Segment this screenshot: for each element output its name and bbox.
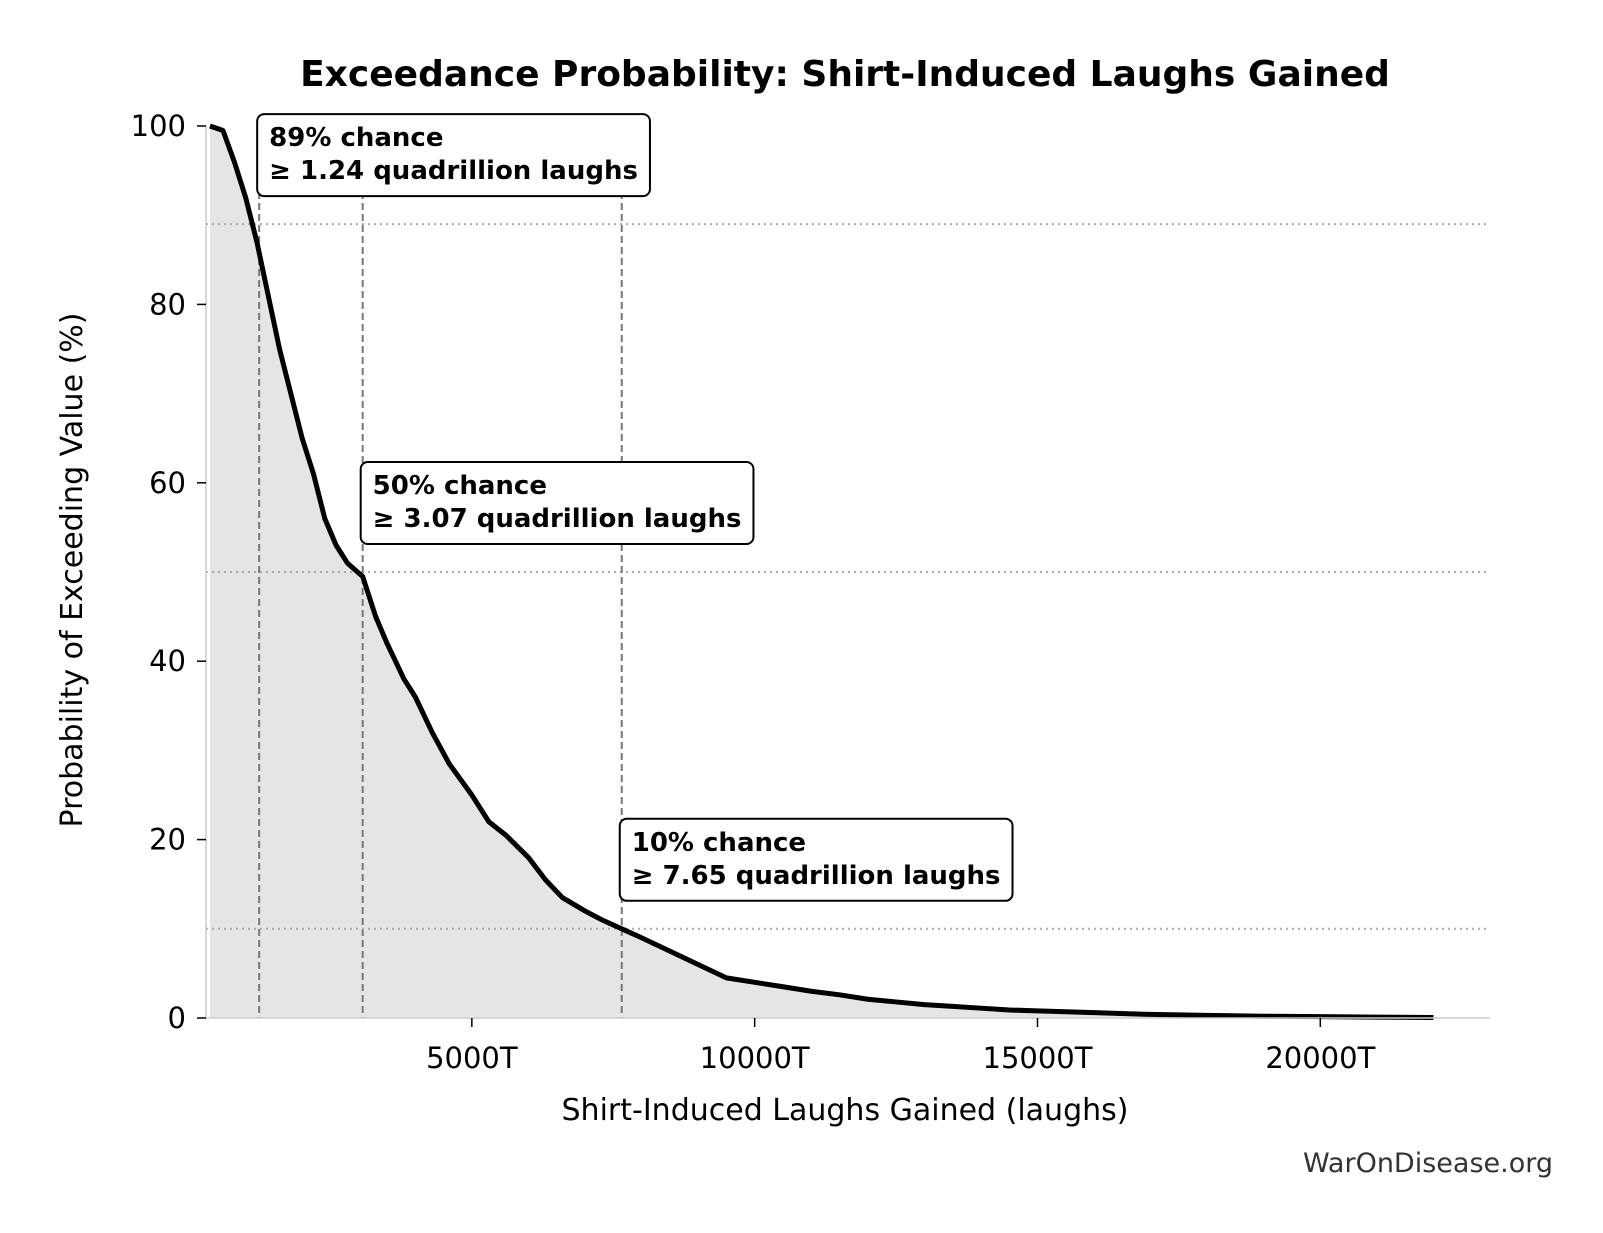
annotation-line-1: 10% chance <box>632 828 806 858</box>
x-axis-label: Shirt-Induced Laughs Gained (laughs) <box>562 1093 1129 1128</box>
x-tick-label: 5000T <box>426 1041 518 1075</box>
annotation-line-2: ≥ 1.24 quadrillion laughs <box>269 156 638 186</box>
y-tick-label: 80 <box>149 287 186 321</box>
y-tick-label: 40 <box>149 644 186 678</box>
annotation-line-1: 50% chance <box>373 471 547 501</box>
y-tick-label: 100 <box>131 109 186 143</box>
annotation-line-2: ≥ 7.65 quadrillion laughs <box>632 861 1001 891</box>
annotation-box <box>618 817 1014 902</box>
annotation-line-1: 89% chance <box>269 123 443 153</box>
plot-area: 0 20 40 60 80 100 5000T 10000T 15000T 20000T 89% c… <box>131 109 1490 1075</box>
watermark: WarOnDisease.org <box>1303 1148 1553 1179</box>
y-tick-label: 20 <box>149 823 186 857</box>
annotation-line-2: ≥ 3.07 quadrillion laughs <box>373 504 742 534</box>
x-tick-label: 20000T <box>1265 1041 1375 1075</box>
x-tick-label: 15000T <box>983 1041 1093 1075</box>
y-axis-label: Probability of Exceeding Value (%) <box>55 313 90 828</box>
annotation-box <box>256 113 651 198</box>
annotation-box <box>359 461 755 545</box>
x-tick-label: 10000T <box>700 1041 810 1075</box>
y-tick-label: 60 <box>149 466 186 500</box>
chart-title: Exceedance Probability: Shirt-Induced La… <box>300 54 1390 95</box>
exceedance-curve <box>209 123 1434 1021</box>
y-tick-label: 0 <box>168 1001 186 1035</box>
